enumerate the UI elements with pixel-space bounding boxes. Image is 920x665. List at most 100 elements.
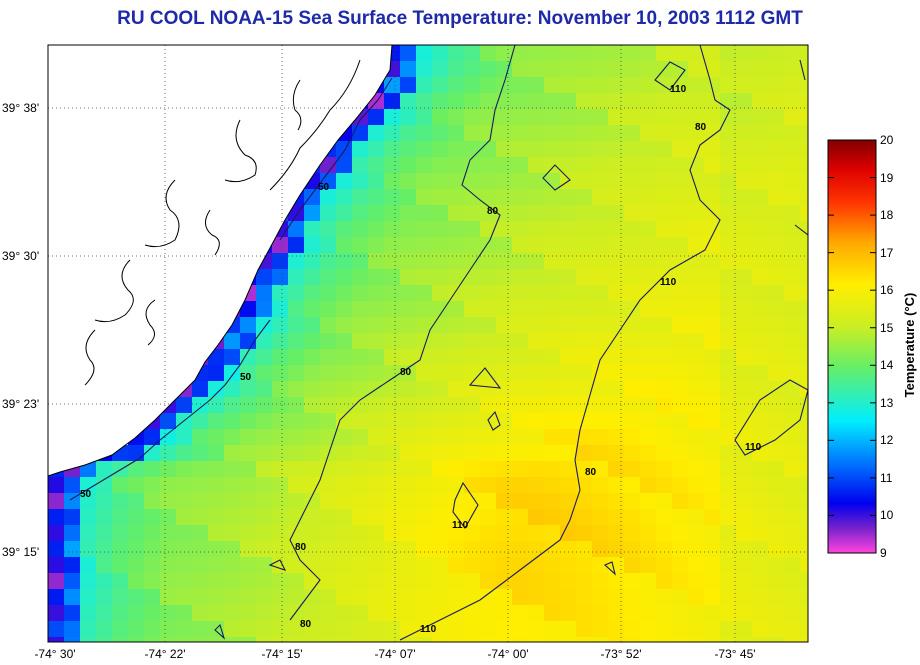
sst-cell <box>656 157 673 174</box>
sst-cell <box>704 301 721 318</box>
sst-cell <box>448 557 465 574</box>
sst-cell <box>768 93 785 110</box>
sst-cell <box>496 621 513 638</box>
sst-cell <box>624 93 641 110</box>
sst-cell <box>720 461 737 478</box>
sst-cell <box>624 61 641 78</box>
sst-cell <box>368 141 385 158</box>
sst-cell <box>496 333 513 350</box>
sst-cell <box>800 365 808 382</box>
sst-cell <box>64 605 81 622</box>
sst-cell <box>432 381 449 398</box>
sst-cell <box>704 637 721 642</box>
sst-cell <box>720 173 737 190</box>
sst-cell <box>752 557 769 574</box>
sst-cell <box>640 589 657 606</box>
sst-cell <box>752 173 769 190</box>
sst-cell <box>480 45 497 62</box>
sst-cell <box>592 189 609 206</box>
sst-cell <box>112 541 129 558</box>
sst-cell <box>752 509 769 526</box>
sst-cell <box>336 589 353 606</box>
sst-cell <box>528 333 545 350</box>
sst-cell <box>112 493 129 510</box>
sst-cell <box>608 141 625 158</box>
sst-cell <box>592 589 609 606</box>
sst-cell <box>320 253 337 270</box>
sst-cell <box>544 109 561 126</box>
sst-cell <box>640 621 657 638</box>
sst-cell <box>416 413 433 430</box>
sst-cell <box>432 429 449 446</box>
sst-cell <box>128 621 145 638</box>
sst-cell <box>208 573 225 590</box>
sst-cell <box>416 61 433 78</box>
sst-cell <box>336 173 353 190</box>
sst-cell <box>272 285 289 302</box>
sst-cell <box>384 413 401 430</box>
sst-cell <box>624 237 641 254</box>
sst-cell <box>384 237 401 254</box>
sst-cell <box>192 605 209 622</box>
sst-cell <box>624 333 641 350</box>
sst-cell <box>768 509 785 526</box>
sst-cell <box>240 477 257 494</box>
sst-cell <box>432 365 449 382</box>
sst-cell <box>96 461 113 478</box>
sst-cell <box>592 509 609 526</box>
sst-cell <box>544 573 561 590</box>
sst-cell <box>464 541 481 558</box>
sst-cell <box>384 621 401 638</box>
sst-cell <box>592 413 609 430</box>
sst-cell <box>544 333 561 350</box>
sst-cell <box>736 45 753 62</box>
sst-cell <box>464 637 481 642</box>
sst-cell <box>672 349 689 366</box>
sst-cell <box>624 173 641 190</box>
sst-cell <box>560 429 577 446</box>
sst-cell <box>688 93 705 110</box>
sst-cell <box>576 349 593 366</box>
sst-cell <box>160 429 177 446</box>
sst-cell <box>304 429 321 446</box>
sst-cell <box>96 493 113 510</box>
sst-cell <box>288 493 305 510</box>
sst-cell <box>384 349 401 366</box>
sst-cell <box>576 621 593 638</box>
sst-cell <box>416 109 433 126</box>
sst-cell <box>256 381 273 398</box>
sst-cell <box>368 157 385 174</box>
sst-cell <box>704 253 721 270</box>
sst-cell <box>560 285 577 302</box>
sst-cell <box>688 269 705 286</box>
sst-cell <box>512 493 529 510</box>
sst-cell <box>544 141 561 158</box>
sst-cell <box>752 477 769 494</box>
sst-cell <box>512 141 529 158</box>
sst-cell <box>720 589 737 606</box>
sst-cell <box>416 333 433 350</box>
sst-cell <box>496 301 513 318</box>
sst-cell <box>176 509 193 526</box>
sst-cell <box>256 461 273 478</box>
sst-cell <box>768 61 785 78</box>
sst-cell <box>800 573 808 590</box>
sst-cell <box>640 397 657 414</box>
sst-cell <box>224 509 241 526</box>
sst-cell <box>656 189 673 206</box>
sst-cell <box>544 493 561 510</box>
sst-cell <box>224 605 241 622</box>
sst-cell <box>736 205 753 222</box>
sst-cell <box>400 61 417 78</box>
sst-cell <box>208 637 225 642</box>
sst-cell <box>752 381 769 398</box>
colorbar-tick-label: 12 <box>880 433 894 447</box>
sst-cell <box>448 589 465 606</box>
sst-cell <box>352 157 369 174</box>
sst-cell <box>304 525 321 542</box>
sst-cell <box>768 173 785 190</box>
sst-cell <box>448 109 465 126</box>
sst-cell <box>784 573 801 590</box>
sst-cell <box>304 589 321 606</box>
sst-cell <box>640 205 657 222</box>
